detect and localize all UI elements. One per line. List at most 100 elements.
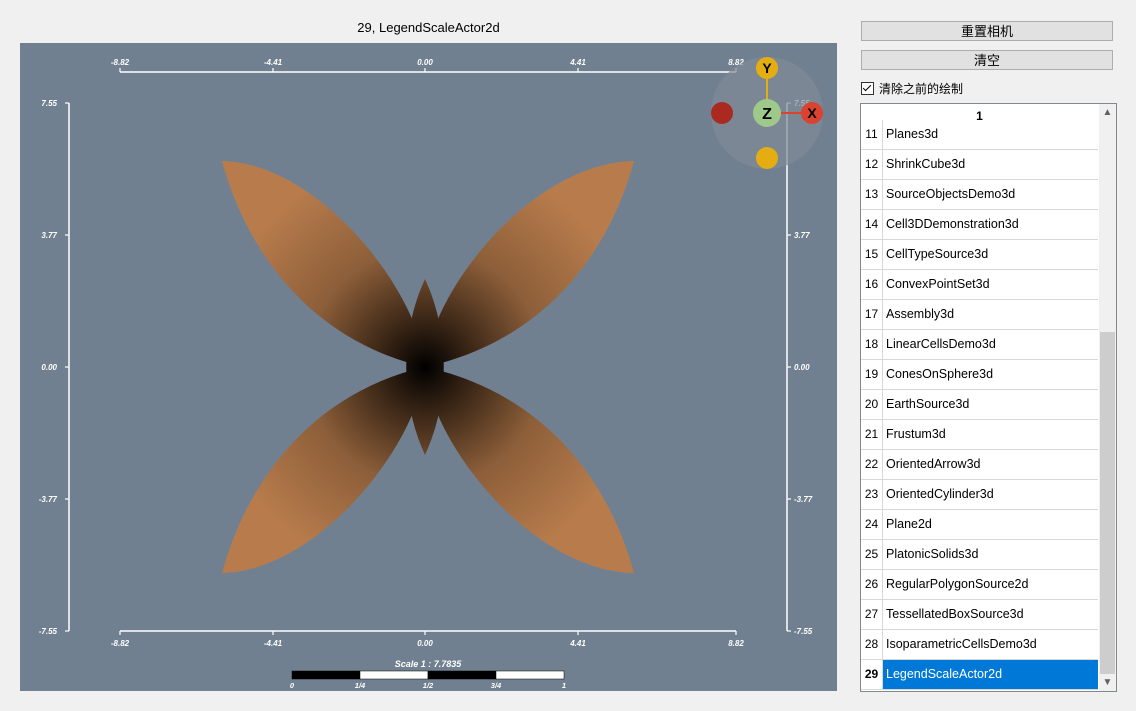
orientation-widget[interactable]: Y X Z: [711, 57, 823, 169]
list-item[interactable]: 12 ShrinkCube3d: [861, 150, 1098, 180]
scale-legend-tick-label: 0: [290, 681, 295, 690]
reset-camera-button[interactable]: 重置相机: [861, 21, 1113, 41]
list-item-index: 12: [861, 150, 883, 179]
clear-button[interactable]: 清空: [861, 50, 1113, 70]
list-item[interactable]: 18 LinearCellsDemo3d: [861, 330, 1098, 360]
bottom-axis-tick-label: 8.82: [728, 639, 744, 648]
neg-x-bubble[interactable]: [711, 102, 733, 124]
right-axis-tick-label: -7.55: [794, 627, 813, 636]
petal-top-right: [425, 161, 634, 367]
list-item[interactable]: 24 Plane2d: [861, 510, 1098, 540]
left-axis-tick-label: -3.77: [39, 495, 58, 504]
list-item[interactable]: 27 TessellatedBoxSource3d: [861, 600, 1098, 630]
list-item-name: ConvexPointSet3d: [886, 277, 990, 291]
list-item-name: TessellatedBoxSource3d: [886, 607, 1024, 621]
list-item[interactable]: 19 ConesOnSphere3d: [861, 360, 1098, 390]
list-item[interactable]: 17 Assembly3d: [861, 300, 1098, 330]
list-item[interactable]: 23 OrientedCylinder3d: [861, 480, 1098, 510]
scroll-thumb[interactable]: [1100, 332, 1115, 674]
z-axis-bubble[interactable]: [753, 99, 781, 127]
list-item-name: ConesOnSphere3d: [886, 367, 994, 381]
center-lens: [406, 279, 444, 455]
list-item-index: 28: [861, 630, 883, 659]
list-item-index: 25: [861, 540, 883, 569]
clear-previous-option[interactable]: 清除之前的绘制: [861, 80, 963, 96]
right-axis-tick-label: 0.00: [794, 363, 810, 372]
list-item-index: 21: [861, 420, 883, 449]
list-item-name: EarthSource3d: [886, 397, 970, 411]
view-title: 29, LegendScaleActor2d: [357, 20, 500, 35]
top-axis-tick-label: 8.82: [728, 58, 744, 67]
left-axis-tick-label: 7.55: [41, 99, 57, 108]
clear-previous-checkbox[interactable]: [861, 81, 874, 95]
list-item-index: 15: [861, 240, 883, 269]
list-item-index: 24: [861, 510, 883, 539]
list-item-name: Frustum3d: [886, 427, 946, 441]
list-item-index: 17: [861, 300, 883, 329]
scale-legend-segment: [427, 670, 497, 680]
list-scrollbar[interactable]: ▲ ▼: [1099, 104, 1116, 691]
right-axis-tick-label: 3.77: [794, 231, 810, 240]
render-viewport[interactable]: -8.82 -8.82 -4.41 -4.41 0.00 0.00 4.41 4.41 8.82…: [20, 43, 837, 691]
list-item[interactable]: 13 SourceObjectsDemo3d: [861, 180, 1098, 210]
top-axis-tick-label: 0.00: [417, 58, 433, 67]
neg-y-bubble[interactable]: [756, 147, 778, 169]
list-rows: 11 Planes3d 12 ShrinkCube3d 13 SourceObjectsD…: [861, 120, 1098, 690]
scale-legend: Scale 1 : 7.7835 0 1/4 1/2 3/4 1: [290, 659, 566, 690]
scale-legend-tick-label: 1: [562, 681, 566, 690]
left-axis-tick-label: 3.77: [41, 231, 57, 240]
scroll-up-arrow-icon[interactable]: ▲: [1102, 107, 1113, 118]
list-item-name: OrientedArrow3d: [886, 457, 981, 471]
list-item[interactable]: 14 Cell3DDemonstration3d: [861, 210, 1098, 240]
list-item-index: 20: [861, 390, 883, 419]
list-item-name: ShrinkCube3d: [886, 157, 966, 171]
list-item[interactable]: 21 Frustum3d: [861, 420, 1098, 450]
x-axis-bubble[interactable]: [801, 102, 823, 124]
list-item[interactable]: 16 ConvexPointSet3d: [861, 270, 1098, 300]
list-item-index: 22: [861, 450, 883, 479]
y-axis-bubble[interactable]: [756, 57, 778, 79]
left-axis-tick-label: -7.55: [39, 627, 58, 636]
list-item-name: OrientedCylinder3d: [886, 487, 994, 501]
x-axis-label: X: [807, 105, 817, 121]
scale-legend-tick-label: 1/4: [355, 681, 366, 690]
list-item[interactable]: 15 CellTypeSource3d: [861, 240, 1098, 270]
list-item[interactable]: 11 Planes3d: [861, 120, 1098, 150]
list-item[interactable]: 25 PlatonicSolids3d: [861, 540, 1098, 570]
axes: -8.82 -8.82 -4.41 -4.41 0.00 0.00 4.41 4.41 8.82…: [39, 58, 813, 648]
scale-legend-segment: [495, 670, 565, 680]
list-item-index: 23: [861, 480, 883, 509]
left-axis-tick-label: 0.00: [41, 363, 57, 372]
butterfly-shape: [222, 161, 634, 573]
list-item[interactable]: 28 IsoparametricCellsDemo3d: [861, 630, 1098, 660]
right-axis-tick-label: -3.77: [794, 495, 813, 504]
scale-legend-tick-label: 3/4: [491, 681, 502, 690]
top-axis-tick-label: 4.41: [569, 58, 586, 67]
list-item-name: Planes3d: [886, 127, 939, 141]
list-item-name: SourceObjectsDemo3d: [886, 187, 1016, 201]
list-item-name: RegularPolygonSource2d: [886, 577, 1029, 591]
petal-bottom-left: [222, 367, 425, 573]
petal-bottom-right: [425, 367, 634, 573]
list-header: 1: [976, 109, 983, 123]
top-axis-tick-label: -8.82: [111, 58, 130, 67]
list-item[interactable]: 29 LegendScaleActor2d: [861, 660, 1098, 690]
list-item-index: 27: [861, 600, 883, 629]
bottom-axis-tick-label: 0.00: [417, 639, 433, 648]
list-item-name: Cell3DDemonstration3d: [886, 217, 1019, 231]
y-axis-label: Y: [762, 60, 772, 76]
list-item[interactable]: 22 OrientedArrow3d: [861, 450, 1098, 480]
scale-legend-segment: [291, 670, 361, 680]
list-item-index: 11: [861, 120, 883, 149]
clear-previous-label: 清除之前的绘制: [879, 81, 964, 96]
scroll-down-arrow-icon[interactable]: ▼: [1102, 677, 1113, 688]
scale-legend-segment: [359, 670, 429, 680]
demo-list[interactable]: 1 11 Planes3d 12 ShrinkCube3d 13 SourceObject…: [860, 103, 1117, 692]
list-item-index: 26: [861, 570, 883, 599]
z-axis-label: Z: [762, 106, 772, 123]
list-item-index: 13: [861, 180, 883, 209]
list-item[interactable]: 26 RegularPolygonSource2d: [861, 570, 1098, 600]
bottom-axis-tick-label: -8.82: [111, 639, 130, 648]
list-item-name: LegendScaleActor2d: [883, 660, 1098, 689]
list-item[interactable]: 20 EarthSource3d: [861, 390, 1098, 420]
